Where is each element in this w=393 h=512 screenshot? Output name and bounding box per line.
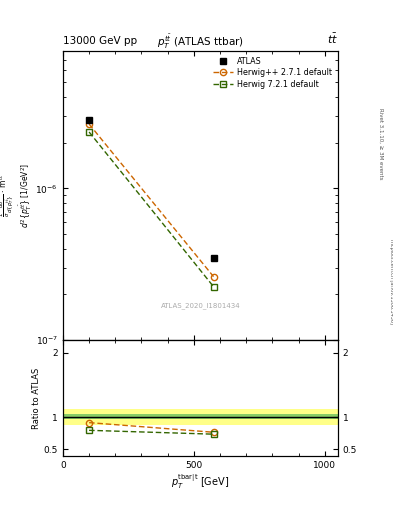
Bar <box>63 409 338 425</box>
ATLAS <box>211 254 216 261</box>
Herwig++ 2.7.1 default <box>211 273 216 280</box>
Text: mcplots.cern.ch [arXiv:1306.3436]: mcplots.cern.ch [arXiv:1306.3436] <box>389 239 393 324</box>
Text: Rivet 3.1.10, ≥ 3M events: Rivet 3.1.10, ≥ 3M events <box>379 108 384 179</box>
Line: Herwig++ 2.7.1 default: Herwig++ 2.7.1 default <box>86 121 217 280</box>
ATLAS <box>87 117 92 123</box>
Herwig++ 2.7.1 default <box>87 121 92 127</box>
Y-axis label: Ratio to ATLAS: Ratio to ATLAS <box>32 367 41 429</box>
Line: Herwig 7.2.1 default: Herwig 7.2.1 default <box>86 129 217 290</box>
Y-axis label: $\frac{1}{\sigma}\frac{d\sigma}{d\{p^{t\bar{t}}_T\}}$ $\cdot$ m$^{t\bar{t}}$
$d^: $\frac{1}{\sigma}\frac{d\sigma}{d\{p^{t\… <box>0 163 34 228</box>
X-axis label: $p^{\mathrm{tbar|t}}_T$ [GeV]: $p^{\mathrm{tbar|t}}_T$ [GeV] <box>171 472 230 491</box>
Bar <box>63 414 338 419</box>
Herwig 7.2.1 default <box>87 129 92 135</box>
Text: 13000 GeV pp: 13000 GeV pp <box>63 36 137 46</box>
Title: $p_T^{t\bar{t}}$ (ATLAS ttbar): $p_T^{t\bar{t}}$ (ATLAS ttbar) <box>157 32 244 51</box>
Text: $t\bar{t}$: $t\bar{t}$ <box>327 32 338 46</box>
Herwig 7.2.1 default <box>211 284 216 290</box>
Legend: ATLAS, Herwig++ 2.7.1 default, Herwig 7.2.1 default: ATLAS, Herwig++ 2.7.1 default, Herwig 7.… <box>211 55 334 90</box>
Text: ATLAS_2020_I1801434: ATLAS_2020_I1801434 <box>161 302 240 309</box>
Line: ATLAS: ATLAS <box>86 117 217 261</box>
